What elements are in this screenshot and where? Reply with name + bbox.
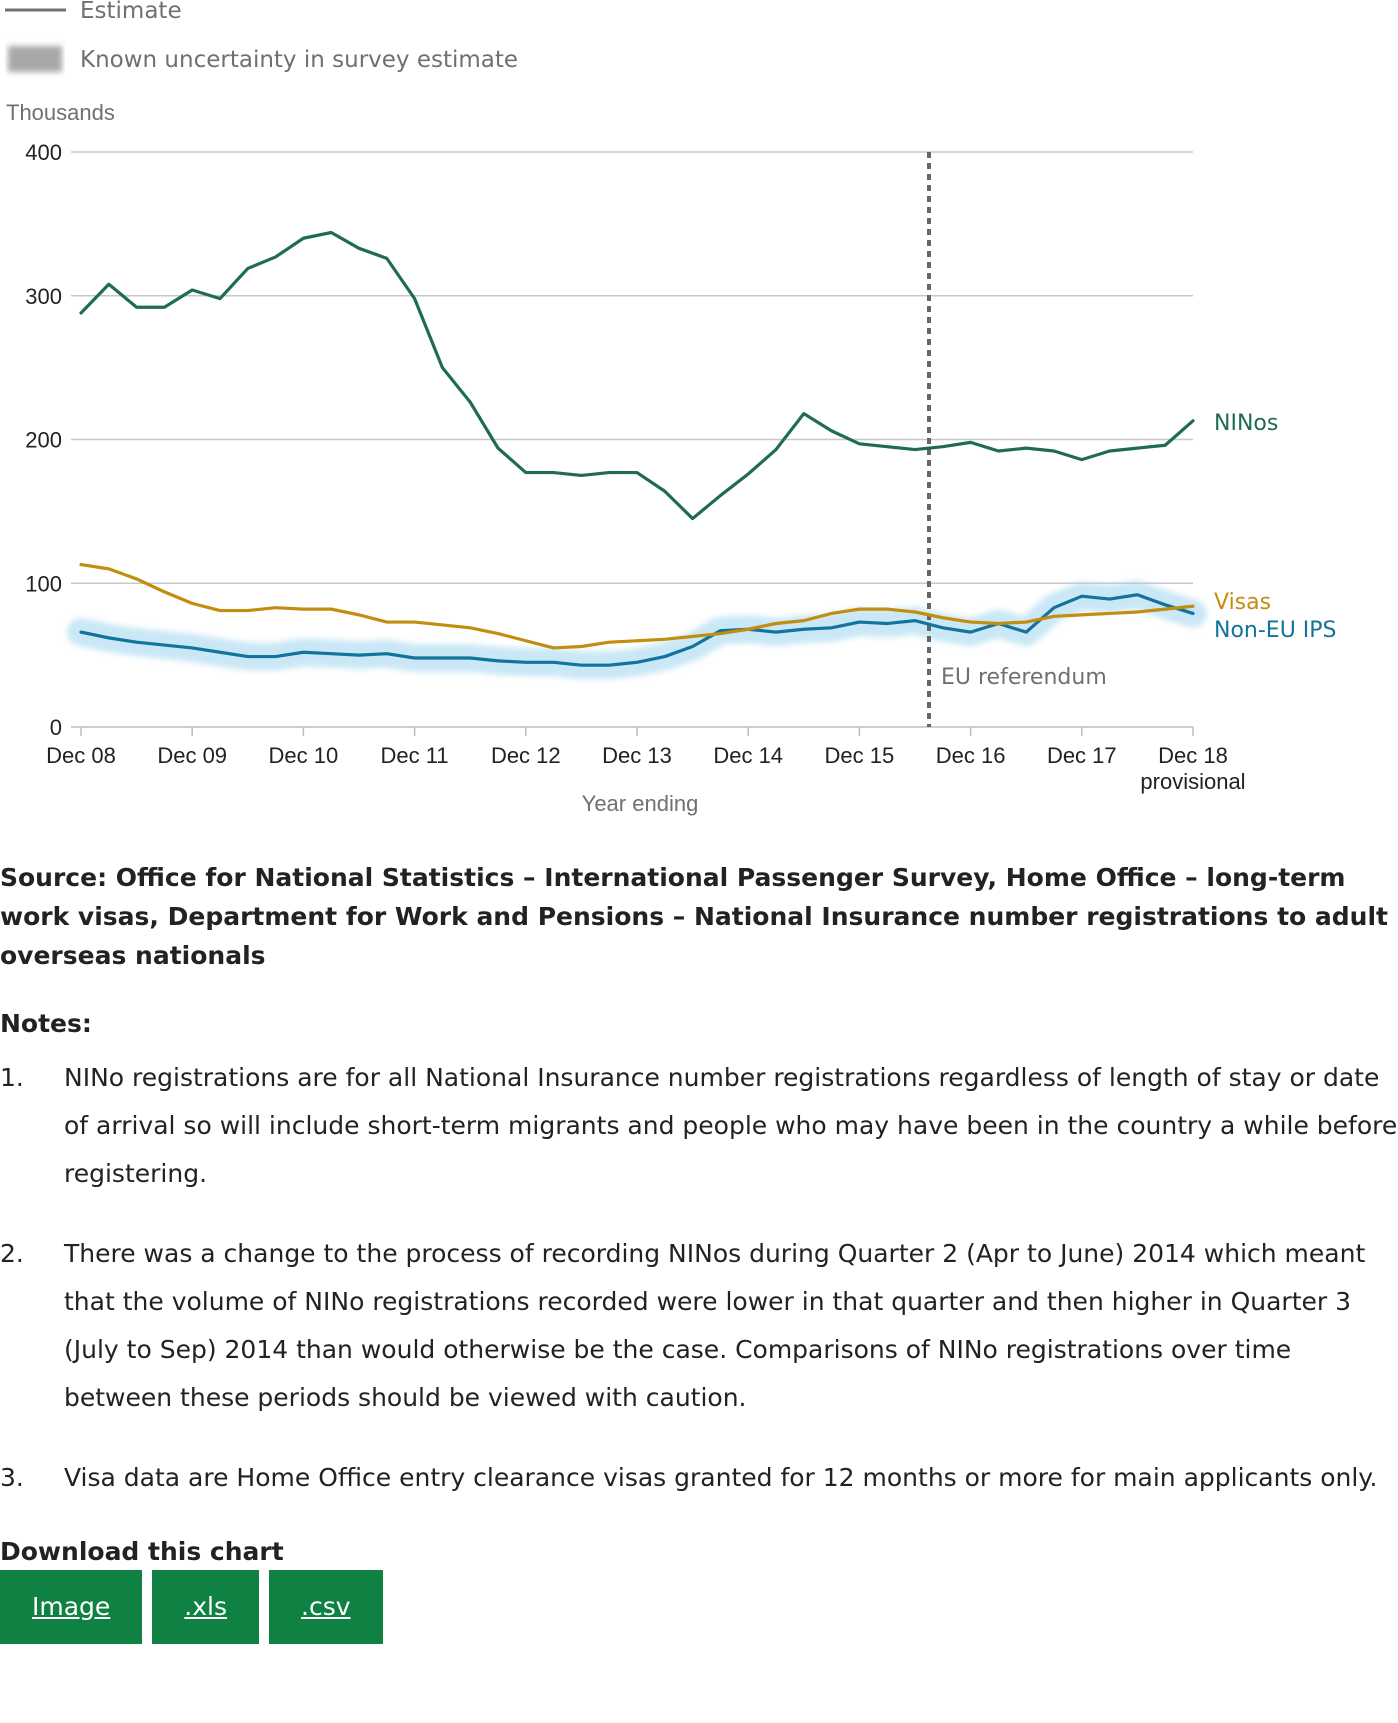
download-csv-button[interactable]: .csv [269, 1570, 383, 1644]
x-tick-label: Dec 15 [825, 743, 895, 768]
source-text: Source: Office for National Statistics –… [0, 863, 1388, 970]
note-number: 2. [0, 1239, 24, 1268]
download-xls-button[interactable]: .xls [152, 1570, 260, 1644]
x-tick-label: Dec 12 [491, 743, 561, 768]
x-axis-title: Year ending [582, 791, 699, 816]
series-line-non-eu-ips [79, 593, 1195, 667]
x-axis: Dec 08 Dec 09 Dec 10 Dec 11 Dec 12 Dec 13 Dec … [46, 727, 1246, 794]
uncertainty-band [67, 580, 1207, 680]
x-tick-label: Dec 16 [936, 743, 1006, 768]
series-label-non-eu-ips: Non-EU IPS [1214, 618, 1337, 643]
eu-referendum-annotation: EU referendum [927, 152, 1107, 727]
line-chart: Estimate Known uncertainty in survey est… [5, 0, 1337, 816]
x-tick-label: Dec 08 [46, 743, 116, 768]
note-number: 3. [0, 1463, 24, 1492]
series-label-visas: Visas [1214, 590, 1271, 615]
note-text: There was a change to the process of rec… [64, 1239, 1366, 1412]
y-tick-label: 400 [25, 140, 62, 165]
note-text: Visa data are Home Office entry clearanc… [64, 1463, 1378, 1492]
chart-footer: Source: Office for National Statistics –… [0, 858, 1398, 1644]
y-tick-label: 0 [50, 715, 62, 740]
series-lines [79, 230, 1195, 667]
x-tick-label: Dec 14 [713, 743, 783, 768]
x-tick-label: Dec 11 [381, 743, 449, 768]
note-number: 1. [0, 1063, 24, 1092]
x-tick-label: Dec 17 [1047, 743, 1117, 768]
notes-heading: Notes: [0, 1009, 92, 1038]
note-item: 3. Visa data are Home Office entry cleara… [0, 1454, 1398, 1502]
y-tick-label: 200 [25, 428, 62, 453]
note-item: 1. NINo registrations are for all Nationa… [0, 1054, 1398, 1198]
y-axis: 0 100 200 300 400 [25, 140, 62, 740]
x-tick-label: Dec 09 [157, 743, 227, 768]
series-labels: NINos Visas Non-EU IPS [1214, 411, 1337, 643]
legend-uncertainty-label: Known uncertainty in survey estimate [80, 47, 518, 73]
y-grid [71, 151, 1193, 728]
legend-estimate-label: Estimate [80, 0, 182, 24]
y-tick-label: 300 [25, 284, 62, 309]
series-label-ninos: NINos [1214, 411, 1278, 436]
download-heading: Download this chart [0, 1537, 284, 1566]
legend-uncertainty-swatch [8, 46, 62, 72]
note-item: 2. There was a change to the process of r… [0, 1230, 1398, 1422]
x-tick-sublabel: provisional [1140, 769, 1245, 794]
note-text: NINo registrations are for all National … [64, 1063, 1398, 1188]
series-line-ninos [79, 230, 1195, 521]
notes-list: 1. NINo registrations are for all Nationa… [0, 1054, 1398, 1502]
x-tick-label: Dec 18 [1158, 743, 1228, 768]
x-tick-label: Dec 10 [269, 743, 339, 768]
legend: Estimate Known uncertainty in survey est… [5, 0, 518, 73]
y-axis-title: Thousands [6, 100, 115, 125]
series-line-visas [79, 562, 1195, 650]
eu-referendum-label: EU referendum [941, 665, 1107, 690]
x-tick-label: Dec 13 [602, 743, 672, 768]
download-buttons: Image .xls .csv [0, 1570, 1398, 1644]
download-image-button[interactable]: Image [0, 1570, 143, 1644]
y-tick-label: 100 [25, 571, 62, 596]
uncertainty-band-non-eu-ips [67, 580, 1207, 680]
